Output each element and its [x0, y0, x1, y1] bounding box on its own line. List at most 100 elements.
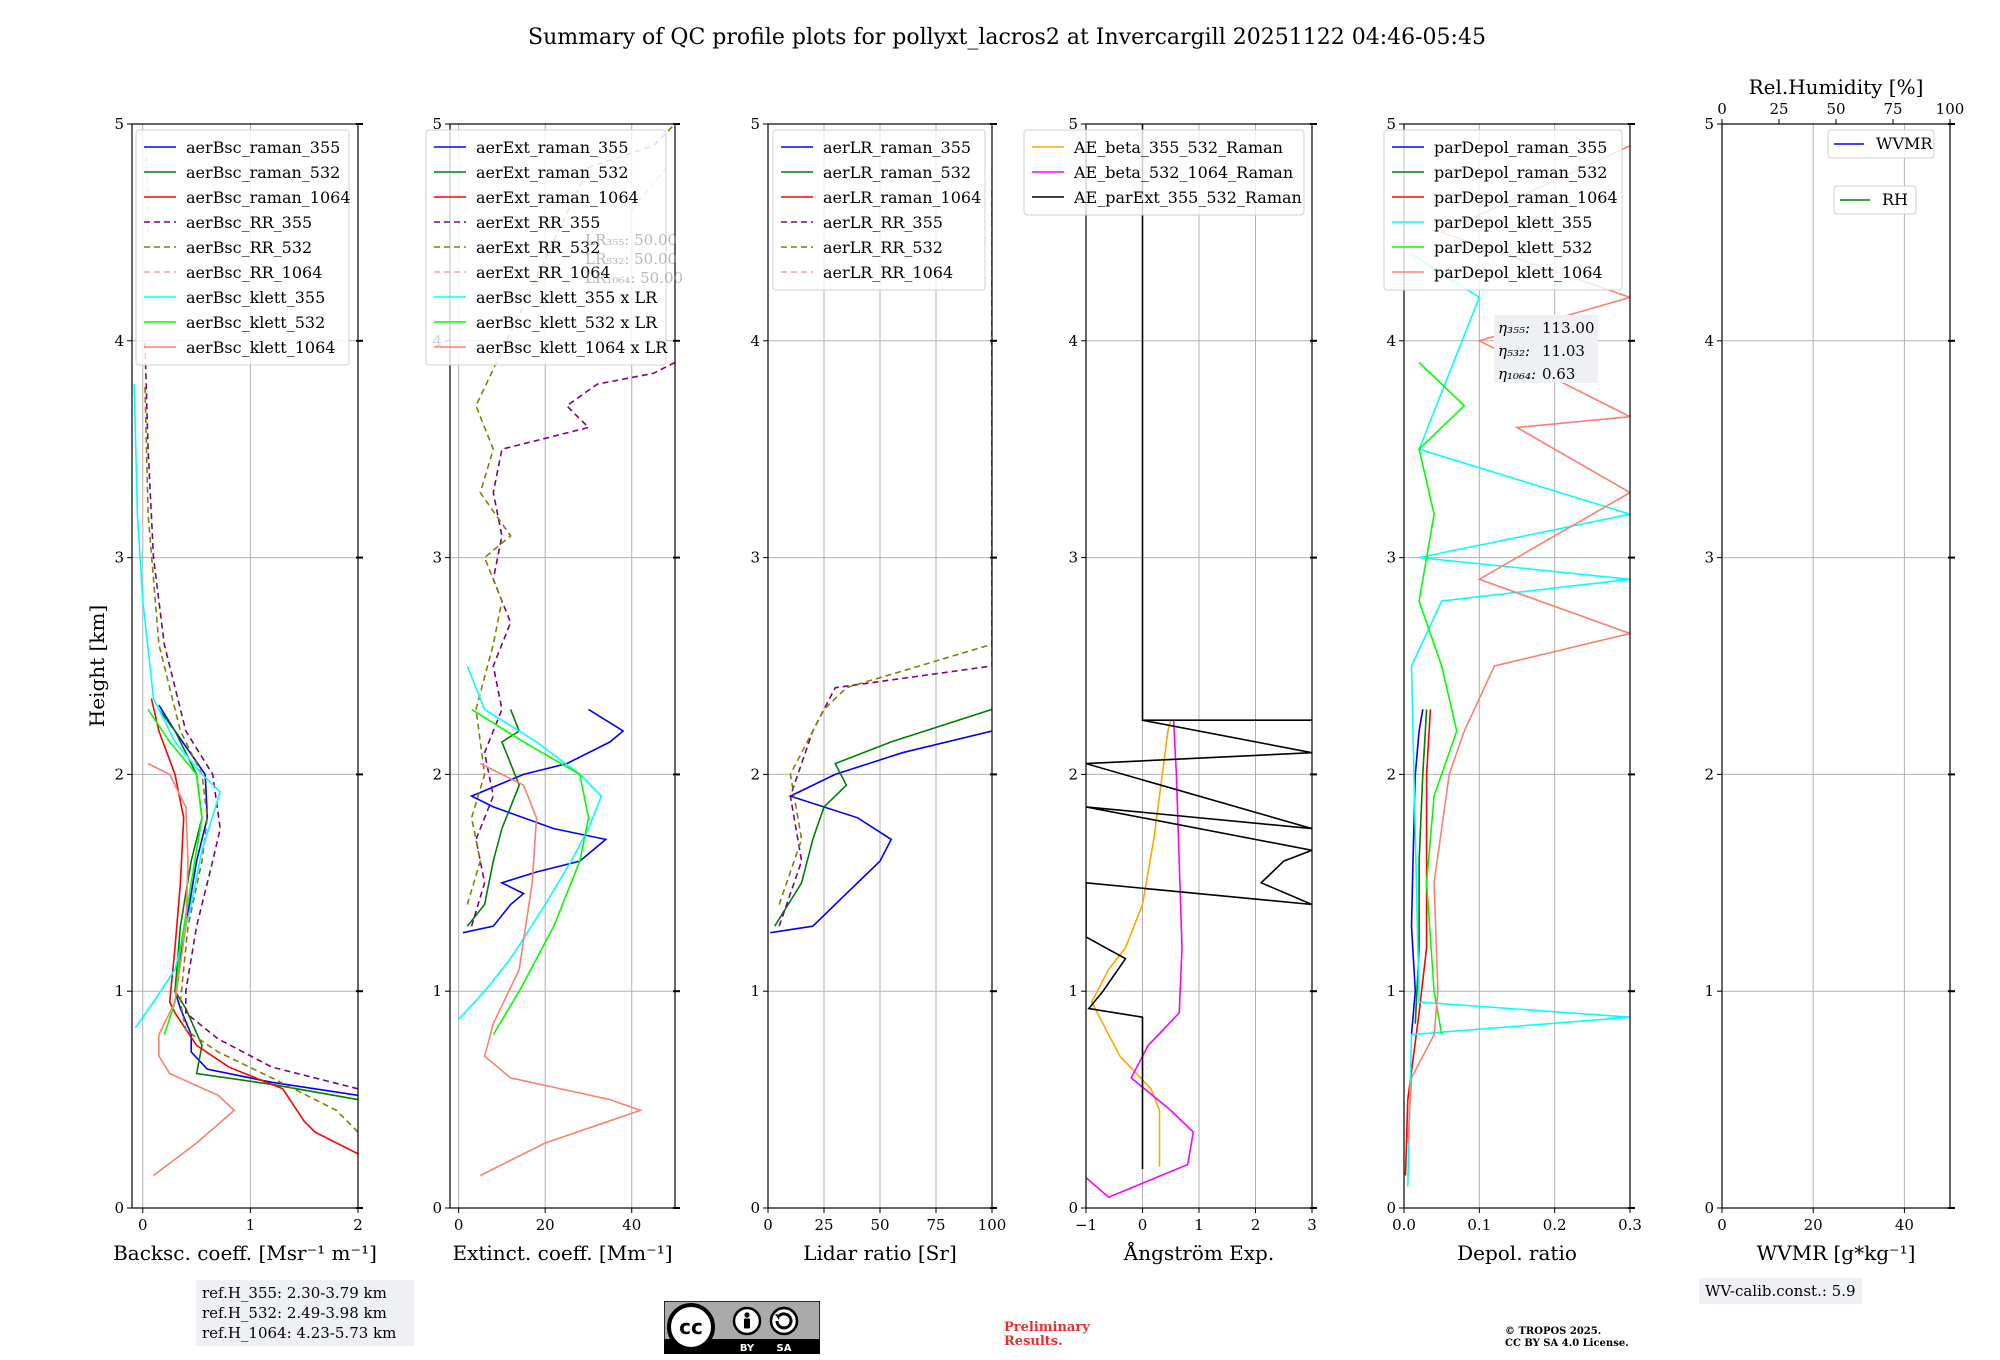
cc-sa-label: SA — [777, 1343, 792, 1354]
y-tick-label: 3 — [750, 549, 760, 567]
series-line-aerLR_RR_532 — [778, 232, 992, 905]
top-tick-label: 75 — [1883, 100, 1902, 118]
cc-by-label: BY — [740, 1343, 755, 1354]
y-tick-label: 5 — [1704, 115, 1714, 133]
y-tick-label: 4 — [1068, 332, 1078, 350]
series-line-aerBsc_klett_1064 x LR — [479, 762, 643, 1177]
y-tick-label: 5 — [750, 115, 760, 133]
eta-value: 11.03 — [1542, 342, 1585, 360]
series-line-AE_beta_355_532_Raman — [1090, 719, 1172, 1167]
grid — [1085, 123, 1313, 1209]
ref-height-532: ref.H_532: 2.49-3.98 km — [202, 1304, 387, 1322]
panel-backscatter: 0 1 2 0 1 2 3 4 5 Backsc. coeff. [Msr⁻¹ m⁻¹] Heigh… — [85, 115, 377, 1265]
y-tick-label: 5 — [114, 115, 124, 133]
legend-label: aerBsc_RR_355 — [186, 213, 312, 232]
y-tick-label: 5 — [432, 115, 442, 133]
legend-label: aerBsc_RR_1064 — [186, 263, 322, 282]
cc-icon — [667, 1303, 715, 1351]
series-line-AE_parExt_355_532_Raman — [1086, 124, 1312, 1169]
wv-calibration-text: WV-calib.const.: 5.9 — [1705, 1282, 1856, 1300]
x-axis-label: Backsc. coeff. [Msr⁻¹ m⁻¹] — [113, 1241, 377, 1265]
legend-label: RH — [1882, 190, 1908, 209]
wv-calibration-box: WV-calib.const.: 5.9 — [1699, 1278, 1862, 1304]
legend-label: aerBsc_klett_1064 — [186, 338, 335, 357]
eta-value: 0.63 — [1542, 365, 1575, 383]
y-tick-label: 1 — [1386, 982, 1396, 1000]
legend-label: aerLR_raman_1064 — [823, 188, 981, 207]
legend-label: aerExt_RR_532 — [476, 238, 600, 257]
legend-label: parDepol_raman_355 — [1434, 138, 1607, 157]
y-tick-label: 3 — [114, 549, 124, 567]
y-tick-label: 0 — [1386, 1199, 1396, 1217]
series-line-AE_beta_532_1064_Raman — [1086, 720, 1195, 1199]
y-tick-label: 3 — [1704, 549, 1714, 567]
top-tick-label: 100 — [1936, 100, 1965, 118]
y-tick-label: 2 — [750, 765, 760, 783]
y-tick-label: 2 — [1068, 765, 1078, 783]
legend-label: parDepol_raman_1064 — [1434, 188, 1618, 207]
legend-label: parDepol_klett_1064 — [1434, 263, 1603, 282]
eta-label: η₃₅₅: — [1498, 319, 1530, 337]
legend-label: WVMR — [1876, 134, 1933, 153]
y-tick-label: 2 — [114, 765, 124, 783]
x-tick-label: 40 — [622, 1216, 641, 1234]
series-line-aerBsc_raman_1064 — [150, 698, 358, 1155]
eta-value: 113.00 — [1542, 319, 1595, 337]
x-tick-label: 20 — [1804, 1216, 1823, 1234]
x-tick-label: 2 — [1251, 1216, 1261, 1234]
y-tick-label: 2 — [432, 765, 442, 783]
legend-label: aerLR_RR_1064 — [823, 263, 953, 282]
y-tick-label: 3 — [1386, 549, 1396, 567]
figure-title: Summary of QC profile plots for pollyxt_… — [528, 25, 1486, 50]
ref-height-355: ref.H_355: 2.30-3.79 km — [202, 1284, 387, 1302]
legend-label: parDepol_klett_355 — [1434, 213, 1592, 232]
panel-lidar_ratio: 0 25 50 75 100 0 1 2 3 4 5 Lidar ratio [Sr] aerLR_ra… — [750, 115, 1006, 1265]
legend-label: AE_beta_355_532_Raman — [1073, 138, 1283, 157]
series-line-aerBsc_klett_355 x LR — [458, 665, 603, 1020]
x-tick-label: 0.3 — [1618, 1216, 1642, 1234]
y-tick-label: 1 — [432, 982, 442, 1000]
series-line-aerLR_RR_355 — [778, 189, 992, 927]
legend-label: aerLR_raman_355 — [823, 138, 971, 157]
y-tick-label: 1 — [114, 982, 124, 1000]
legend: aerExt_raman_355 aerExt_raman_532 aerExt_r… — [425, 129, 668, 366]
eta-label: η₅₃₂: — [1498, 342, 1530, 360]
x-axis-label: WVMR [g*kg⁻¹] — [1757, 1241, 1916, 1265]
x-axis-label: Depol. ratio — [1457, 1241, 1577, 1265]
legend-label: aerBsc_raman_532 — [186, 163, 340, 182]
legend-label: aerBsc_raman_355 — [186, 138, 340, 157]
axes-frame — [1403, 123, 1631, 1209]
x-tick-label: 75 — [926, 1216, 945, 1234]
y-tick-label: 0 — [750, 1199, 760, 1217]
top-tick-label: 50 — [1826, 100, 1845, 118]
y-tick-label: 4 — [1704, 332, 1714, 350]
axes-frame — [1721, 123, 1951, 1209]
grid — [1721, 123, 1950, 1209]
series-line-parDepol_klett_532 — [1418, 361, 1466, 1035]
copyright-line-1: © TROPOS 2025. — [1505, 1326, 1602, 1337]
eta-label: η₁₀₆₄: — [1498, 365, 1536, 383]
series-line-aerBsc_klett_355 — [133, 384, 222, 1029]
legend-label: parDepol_raman_532 — [1434, 163, 1607, 182]
legend-label: aerBsc_klett_1064 x LR — [476, 338, 668, 357]
x-tick-label: 0 — [763, 1216, 773, 1234]
legend-label: aerLR_raman_532 — [823, 163, 971, 182]
preliminary-line-2: Results. — [1004, 1334, 1063, 1349]
copyright-note: © TROPOS 2025. CC BY SA 4.0 License. — [1505, 1326, 1629, 1350]
legend-label: aerBsc_klett_355 x LR — [476, 288, 658, 307]
y-tick-label: 3 — [1068, 549, 1078, 567]
panel-extinction: 02040012345Extinct. coeff. [Mm⁻¹]aerExt_… — [425, 115, 683, 1265]
x-tick-label: 25 — [814, 1216, 833, 1234]
y-tick-label: 1 — [1068, 982, 1078, 1000]
y-tick-label: 1 — [1704, 982, 1714, 1000]
x-tick-label: 0 — [138, 1216, 148, 1234]
x-tick-label: 0 — [454, 1216, 464, 1234]
legend-label: aerExt_raman_355 — [476, 138, 629, 157]
x-tick-label: 0.0 — [1392, 1216, 1416, 1234]
series-line-parDepol_klett_355 — [1407, 253, 1630, 1187]
x-tick-label: 50 — [870, 1216, 889, 1234]
legend-label: aerBsc_klett_532 x LR — [476, 313, 658, 332]
series-line-aerExt_raman_532 — [466, 709, 521, 927]
